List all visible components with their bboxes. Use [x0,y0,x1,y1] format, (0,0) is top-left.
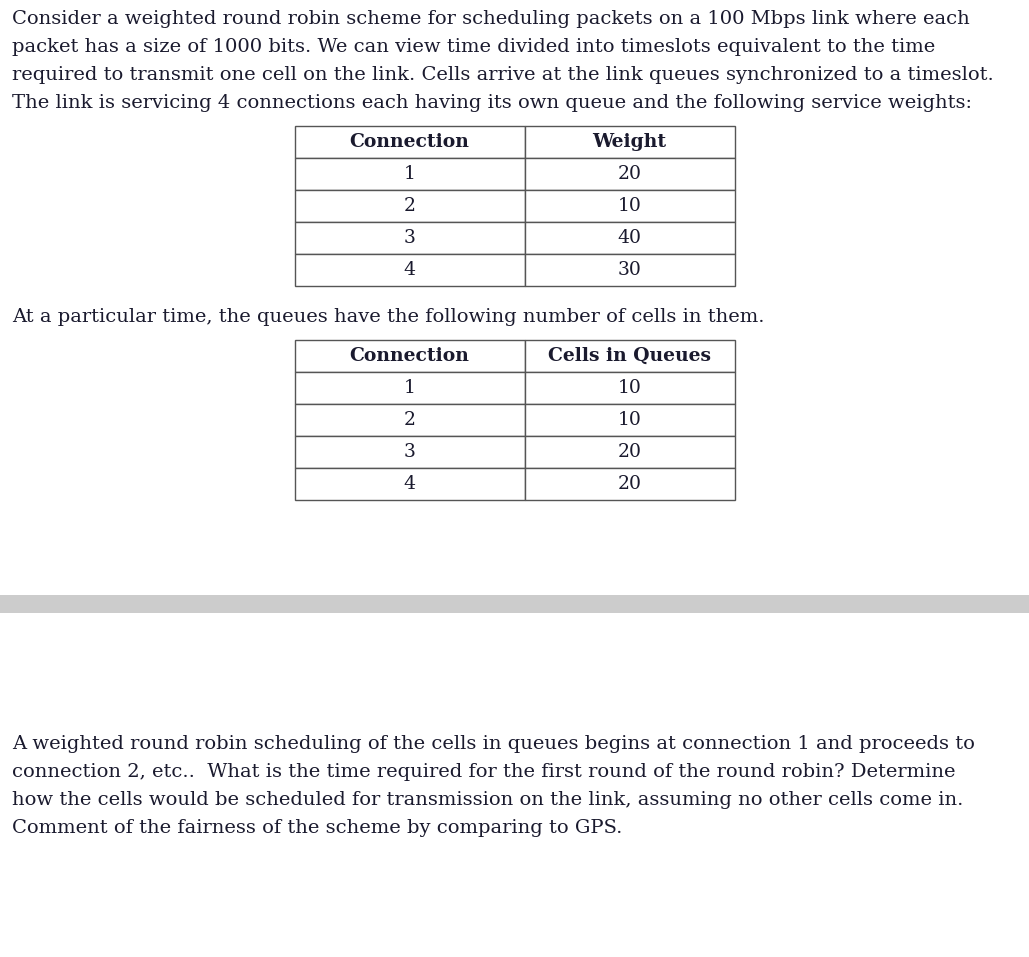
Bar [0,595,1029,613]
Text: packet has a size of 1000 bits. We can view time divided into timeslots equivale: packet has a size of 1000 bits. We can v… [12,38,935,56]
Text: 30: 30 [617,261,641,279]
Text: 4: 4 [403,475,416,493]
Bar [525,404,735,436]
Text: how the cells would be scheduled for transmission on the link, assuming no other: how the cells would be scheduled for tra… [12,791,963,809]
Bar [294,436,525,468]
Bar [294,222,525,254]
Text: 20: 20 [617,165,641,183]
Bar [294,340,525,372]
Bar [525,158,735,190]
Bar [294,404,525,436]
Bar [525,254,735,286]
Text: 1: 1 [403,165,416,183]
Text: 4: 4 [403,261,416,279]
Bar [525,222,735,254]
Bar [294,190,525,222]
Bar [525,436,735,468]
Text: 20: 20 [617,443,641,461]
Bar [294,468,525,500]
Text: 10: 10 [617,379,641,397]
Text: Connection: Connection [350,133,469,151]
Text: Comment of the fairness of the scheme by comparing to GPS.: Comment of the fairness of the scheme by… [12,819,623,837]
Text: 40: 40 [617,229,641,247]
Text: 1: 1 [403,379,416,397]
Text: 2: 2 [403,411,416,429]
Text: A weighted round robin scheduling of the cells in queues begins at connection 1 : A weighted round robin scheduling of the… [12,735,974,753]
Bar [294,126,525,158]
Bar [294,158,525,190]
Text: The link is servicing 4 connections each having its own queue and the following : The link is servicing 4 connections each… [12,94,972,112]
Text: 20: 20 [617,475,641,493]
Text: Weight: Weight [593,133,667,151]
Text: required to transmit one cell on the link. Cells arrive at the link queues synch: required to transmit one cell on the lin… [12,66,994,84]
Text: connection 2, etc..  What is the time required for the first round of the round : connection 2, etc.. What is the time req… [12,763,956,781]
Bar [525,190,735,222]
Text: At a particular time, the queues have the following number of cells in them.: At a particular time, the queues have th… [12,308,765,326]
Bar [525,340,735,372]
Bar [525,372,735,404]
Text: Consider a weighted round robin scheme for scheduling packets on a 100 Mbps link: Consider a weighted round robin scheme f… [12,10,969,28]
Bar [294,372,525,404]
Text: Cells in Queues: Cells in Queues [548,347,711,365]
Bar [525,126,735,158]
Bar [294,254,525,286]
Text: 10: 10 [617,411,641,429]
Text: 3: 3 [403,443,416,461]
Text: Connection: Connection [350,347,469,365]
Text: 3: 3 [403,229,416,247]
Text: 10: 10 [617,197,641,215]
Bar [525,468,735,500]
Text: 2: 2 [403,197,416,215]
